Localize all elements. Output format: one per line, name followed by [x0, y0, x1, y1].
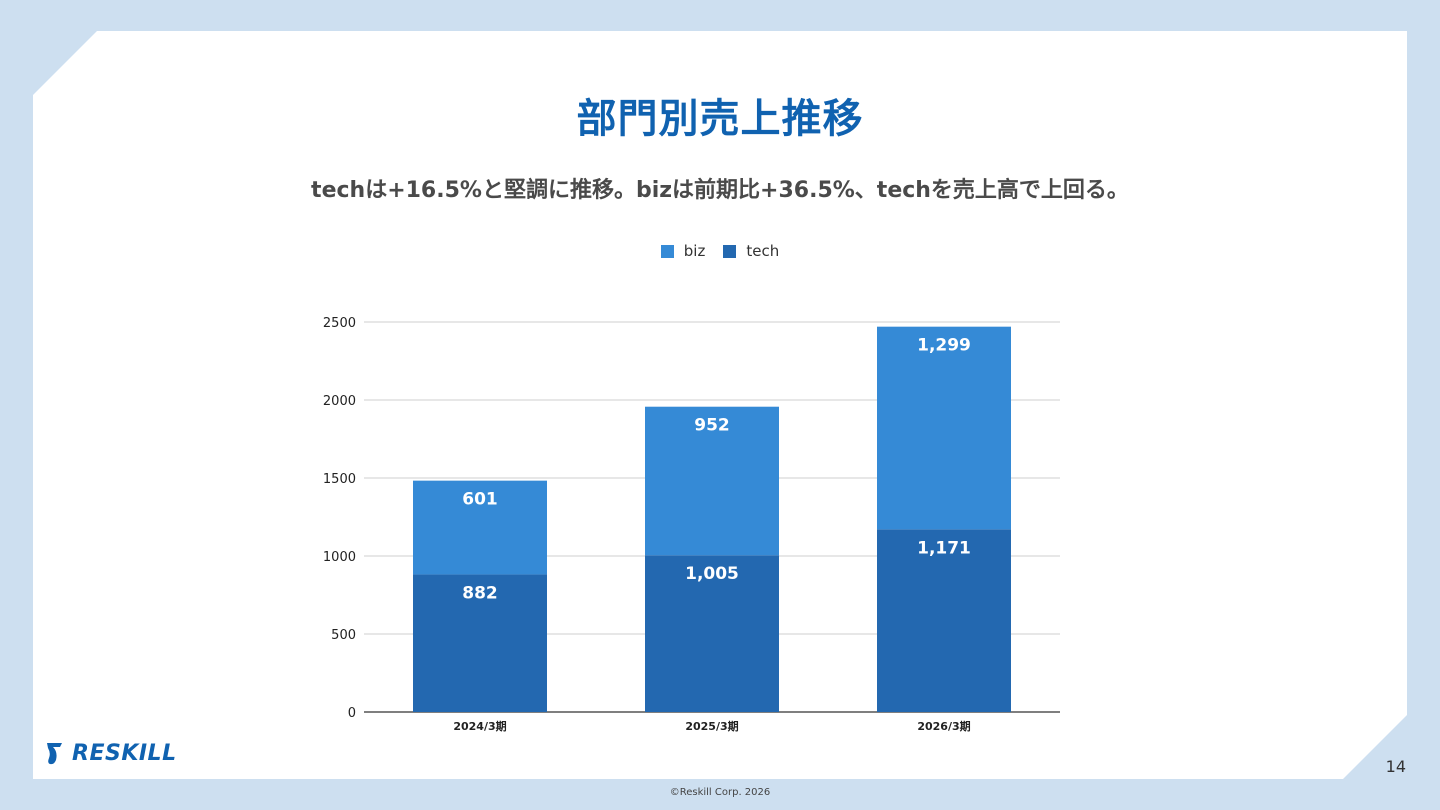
bar-tech	[413, 574, 547, 712]
legend-label-tech: tech	[746, 242, 780, 260]
y-tick-label: 1500	[323, 472, 356, 487]
data-label-biz: 952	[694, 416, 730, 436]
y-tick-label: 2500	[323, 316, 356, 331]
y-tick-label: 500	[331, 628, 356, 643]
y-tick-label: 2000	[323, 394, 356, 409]
copyright-footer: ©Reskill Corp. 2026	[669, 787, 771, 798]
bar-biz	[645, 406, 779, 556]
legend-label-biz: biz	[683, 242, 706, 260]
x-tick-label: 2025/3期	[685, 719, 738, 733]
bar-tech	[877, 529, 1011, 712]
chart-legend: biz tech	[0, 242, 1440, 260]
x-tick-label: 2024/3期	[453, 719, 506, 733]
data-label-biz: 601	[462, 490, 498, 510]
reskill-logo: RESKILL	[44, 740, 177, 766]
slide-subtitle: techは+16.5%と堅調に推移。bizは前期比+36.5%、techを売上高…	[311, 178, 1129, 203]
bar-tech	[645, 555, 779, 712]
legend-swatch-biz	[660, 244, 674, 258]
y-tick-label: 1000	[323, 550, 356, 565]
legend-swatch-tech	[723, 244, 737, 258]
data-label-tech: 882	[462, 583, 498, 603]
legend-item-tech: tech	[723, 242, 779, 260]
logo-text: RESKILL	[72, 740, 177, 766]
slide-title: 部門別売上推移	[576, 96, 864, 142]
reskill-logo-icon	[47, 743, 62, 765]
data-label-tech: 1,005	[685, 564, 739, 584]
page-number: 14	[1385, 757, 1406, 776]
y-tick-label: 0	[348, 706, 356, 721]
data-label-biz: 1,299	[917, 336, 971, 356]
legend-item-biz: biz	[660, 242, 706, 260]
data-label-tech: 1,171	[917, 538, 971, 558]
x-tick-label: 2026/3期	[917, 719, 970, 733]
bar-biz	[413, 480, 547, 575]
bar-biz	[877, 326, 1011, 530]
